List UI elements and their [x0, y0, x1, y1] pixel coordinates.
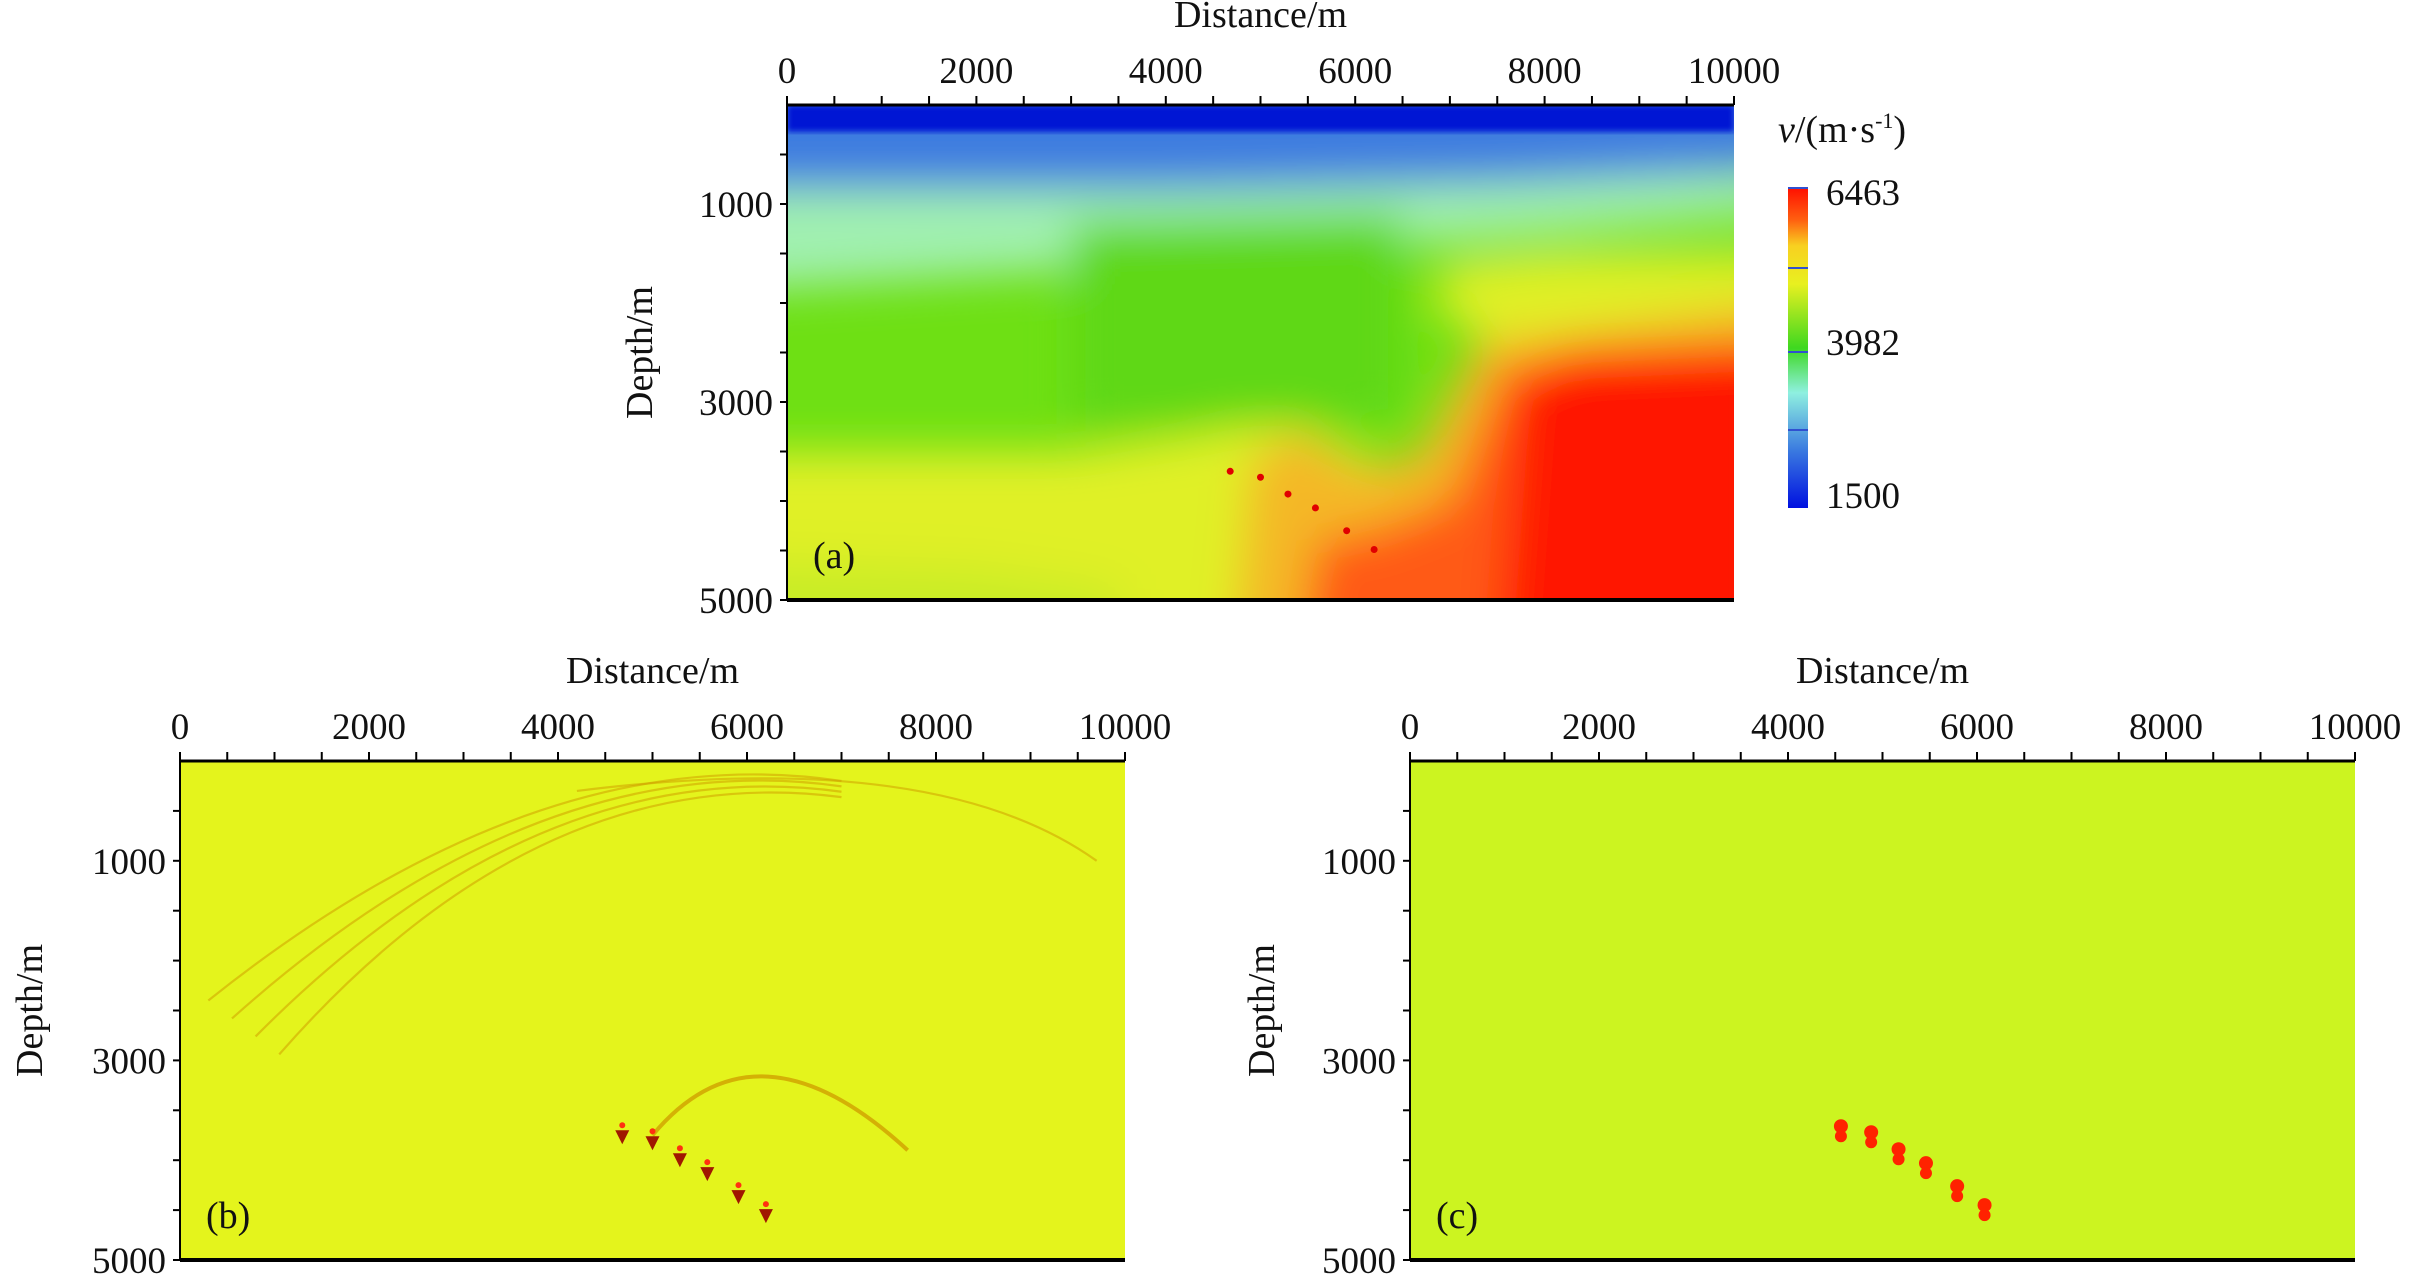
arc-artifact	[650, 1074, 910, 1152]
y-axis-title: Depth/m	[619, 286, 661, 419]
x-axis-title: Distance/m	[566, 650, 739, 692]
x-tick-label: 4000	[521, 707, 595, 748]
scatterer-image	[700, 1167, 715, 1182]
scatterer-image	[1977, 1198, 1992, 1213]
panel-c-image: 0 2000 4000 6000 8000 10000 1000 3000 5000 Distan…	[1241, 650, 2401, 1276]
scatterer-point	[649, 1128, 656, 1135]
scatterer-point	[619, 1122, 626, 1129]
colorbar-tick-label: 3982	[1826, 323, 1900, 364]
image-background	[180, 761, 1125, 1260]
x-tick-label: 8000	[1508, 51, 1582, 92]
y-tick-label: 3000	[1322, 1041, 1396, 1082]
colorbar-label: v/(m·s-1)	[1778, 108, 1906, 151]
x-tick-label: 4000	[1751, 707, 1825, 748]
scatterer-point	[735, 1182, 742, 1189]
x-tick-label: 0	[1401, 707, 1420, 748]
scatterer-image	[1918, 1156, 1933, 1171]
scatterer-image	[615, 1130, 630, 1145]
x-tick-label: 0	[778, 51, 797, 92]
x-tick-label: 2000	[332, 707, 406, 748]
arc-artifact	[207, 773, 842, 1002]
scatterer-image	[758, 1209, 773, 1224]
scatterer-image	[1951, 1190, 1964, 1203]
plot-area	[1410, 761, 2355, 1260]
panel-a-velocity-model: 6463 3982 1500 v/(m·s-1) 0 2000 4000 6000 8000 10…	[619, 0, 1906, 622]
lower-left-region	[787, 563, 1119, 600]
arc-artifact	[254, 785, 842, 1038]
x-tick-label: 10000	[1079, 707, 1172, 748]
scatterer-point	[1284, 490, 1292, 498]
panel-label: (c)	[1436, 1195, 1478, 1237]
colorbar: 6463 3982 1500 v/(m·s-1)	[1778, 108, 1906, 517]
scatterer-point	[1226, 467, 1234, 475]
x-tick-label: 10000	[2309, 707, 2402, 748]
x-tick-label: 8000	[899, 707, 973, 748]
x-tick-label: 6000	[1318, 51, 1392, 92]
scatterer-point	[1343, 527, 1351, 535]
scatterer-point	[762, 1201, 769, 1208]
scatterer-image	[1950, 1179, 1965, 1194]
scatterer-point	[676, 1145, 683, 1152]
red-region	[1501, 344, 1734, 600]
scatterer-point	[1257, 473, 1264, 481]
colorbar-gradient	[1788, 188, 1808, 508]
y-tick-label: 5000	[699, 581, 773, 622]
colorbar-tick-label: 1500	[1826, 476, 1900, 517]
panel-b-image: 0 2000 4000 6000 8000 10000 1000 3000 5000 Distan…	[9, 650, 1171, 1276]
scatterer-image	[1919, 1167, 1932, 1180]
y-tick-label: 1000	[1322, 842, 1396, 883]
scatterer-image	[645, 1136, 660, 1151]
scatterer-point	[704, 1159, 711, 1166]
y-tick-label: 1000	[92, 842, 166, 883]
scatterer-image	[1891, 1142, 1906, 1157]
y-axis-title: Depth/m	[9, 944, 51, 1077]
scatterer-image	[1978, 1209, 1991, 1222]
y-tick-label: 3000	[92, 1041, 166, 1082]
green-core	[1071, 213, 1403, 432]
colorbar-exponent: -1	[1875, 108, 1893, 133]
arc-artifact	[278, 791, 842, 1056]
scatterer-image	[1864, 1125, 1879, 1140]
x-tick-label: 2000	[939, 51, 1013, 92]
panel-label: (b)	[206, 1195, 250, 1237]
y-tick-label: 1000	[699, 185, 773, 226]
migration-artifacts	[207, 773, 1098, 1152]
scatterer-image	[731, 1190, 746, 1205]
plot-area	[180, 761, 1125, 1260]
scatterer-image	[1834, 1130, 1847, 1143]
colorbar-close: )	[1893, 109, 1906, 151]
deep-blue-band	[787, 105, 1734, 132]
x-axis-title: Distance/m	[1174, 0, 1347, 36]
image-background	[1410, 761, 2355, 1260]
panel-label: (a)	[813, 535, 855, 577]
x-tick-label: 8000	[2129, 707, 2203, 748]
colorbar-tick-label: 6463	[1826, 173, 1900, 214]
arc-artifact	[576, 777, 1098, 862]
scatterer-point	[1311, 504, 1319, 512]
x-tick-label: 6000	[1940, 707, 2014, 748]
y-tick-label: 5000	[92, 1241, 166, 1276]
x-tick-label: 10000	[1688, 51, 1781, 92]
arc-artifact	[231, 779, 842, 1020]
y-tick-label: 3000	[699, 383, 773, 424]
colorbar-unit: /(m·s	[1795, 109, 1875, 151]
y-axis-title: Depth/m	[1241, 944, 1283, 1077]
x-tick-label: 6000	[710, 707, 784, 748]
plot-area	[787, 105, 1734, 600]
x-tick-label: 2000	[1562, 707, 1636, 748]
x-axis-title: Distance/m	[1796, 650, 1969, 692]
scatterer-image	[1865, 1136, 1878, 1149]
scatterer-image	[672, 1153, 687, 1168]
scatterer-point	[1370, 546, 1378, 554]
x-tick-label: 0	[171, 707, 190, 748]
scatterer-image	[1833, 1119, 1848, 1134]
scatterer-image	[1892, 1153, 1905, 1166]
colorbar-symbol: v	[1778, 109, 1795, 151]
y-tick-label: 5000	[1322, 1241, 1396, 1276]
x-tick-label: 4000	[1129, 51, 1203, 92]
